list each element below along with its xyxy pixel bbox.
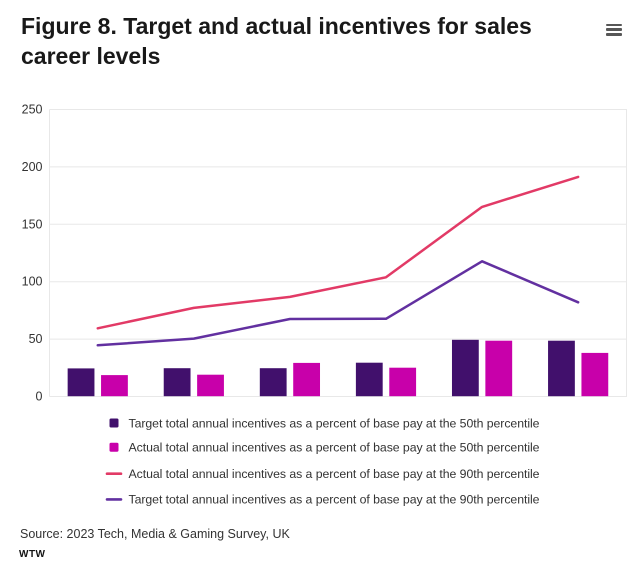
svg-text:50: 50 <box>29 332 43 346</box>
svg-text:250: 250 <box>22 103 43 117</box>
svg-text:100: 100 <box>22 275 43 289</box>
svg-text:Actual total annual incentives: Actual total annual incentives as a perc… <box>129 441 540 455</box>
svg-text:Actual total annual incentives: Actual total annual incentives as a perc… <box>129 467 540 481</box>
svg-text:200: 200 <box>22 160 43 174</box>
svg-text:0: 0 <box>36 390 43 404</box>
svg-text:Target total annual incentives: Target total annual incentives as a perc… <box>129 493 540 507</box>
svg-text:150: 150 <box>22 217 43 231</box>
svg-text:Target total annual incentives: Target total annual incentives as a perc… <box>129 416 540 430</box>
